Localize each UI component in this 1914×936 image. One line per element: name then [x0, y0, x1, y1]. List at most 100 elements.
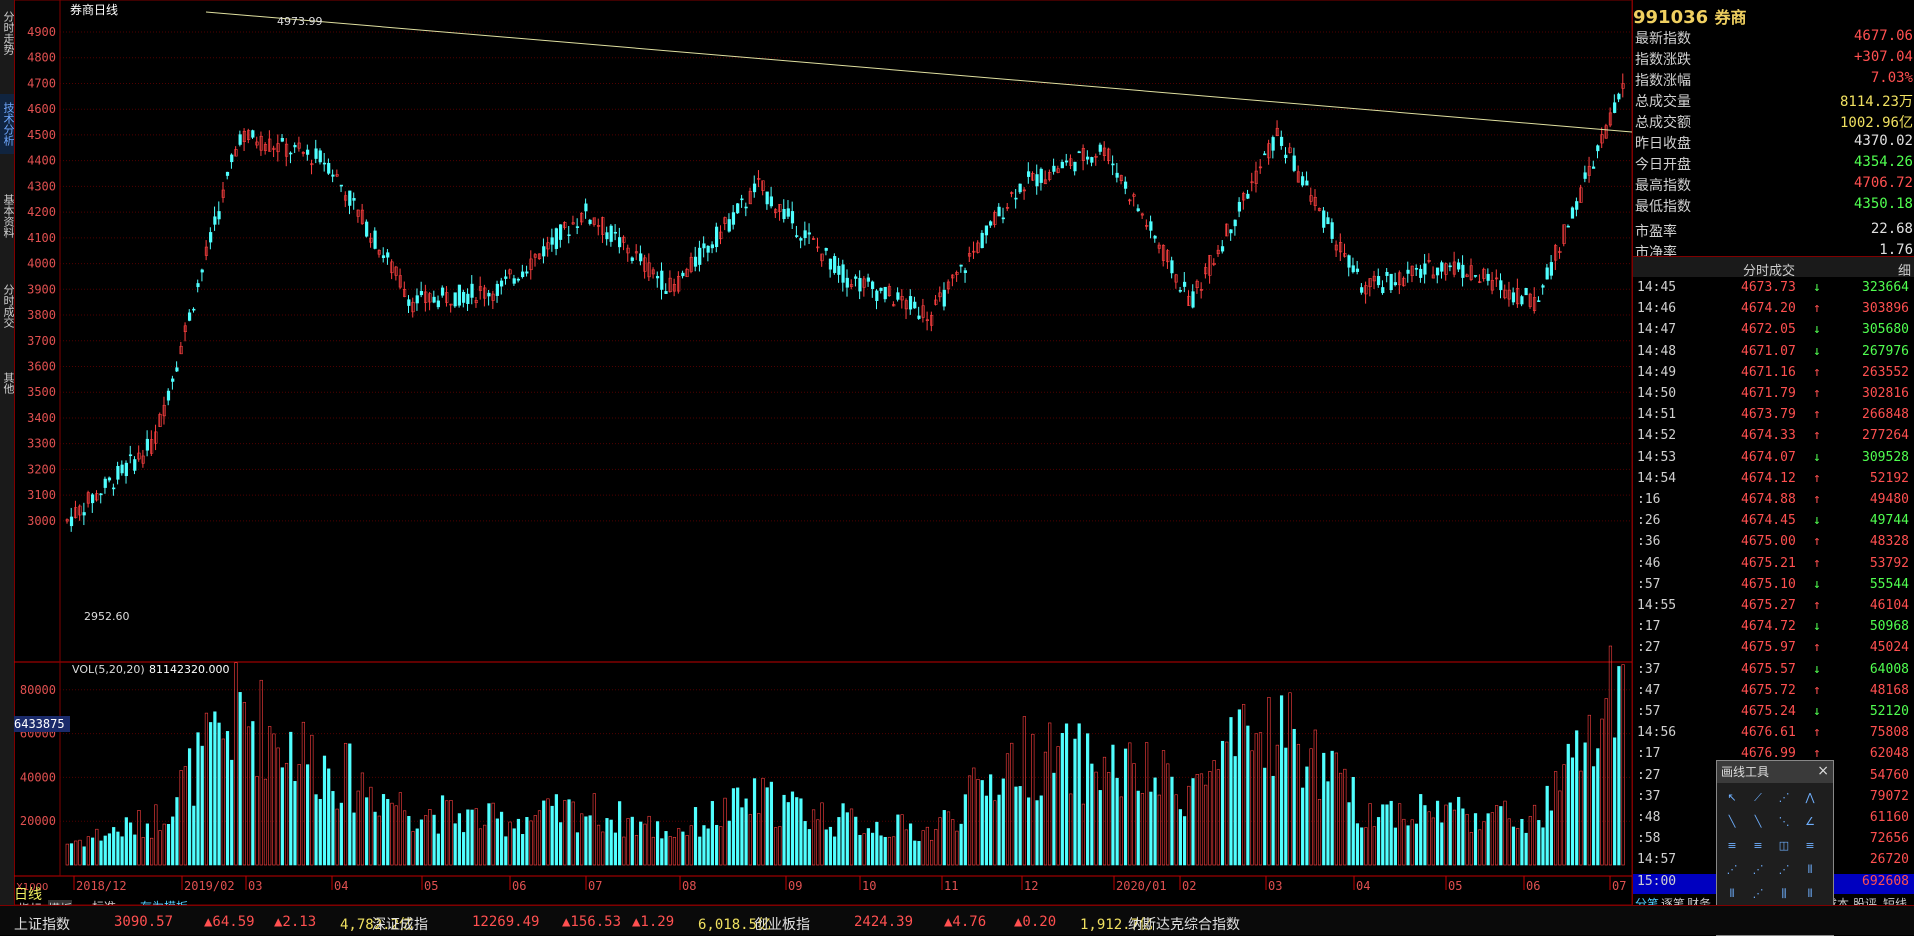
- drawing-tool-icon[interactable]: ↖: [1727, 791, 1737, 804]
- volume-bar: [137, 810, 141, 866]
- candle-body: [1031, 172, 1035, 181]
- candle-body: [807, 232, 811, 235]
- volume-bar: [1014, 786, 1018, 866]
- volume-bar: [575, 832, 580, 866]
- period-selector[interactable]: 日线: [14, 887, 42, 903]
- drawing-tool-icon[interactable]: ◫: [1778, 839, 1790, 852]
- candle-body: [537, 253, 542, 260]
- candle-body: [1431, 274, 1435, 279]
- drawing-tool-icon[interactable]: ⋰: [1752, 887, 1764, 900]
- candle-body: [930, 315, 934, 326]
- candle-body: [862, 278, 866, 288]
- candle-body: [133, 459, 137, 471]
- tab-technical-analysis[interactable]: 技术分析: [0, 94, 15, 154]
- volume-bar: [424, 815, 428, 866]
- candle-body: [816, 246, 820, 249]
- trend-line[interactable]: [205, 11, 1632, 133]
- drawing-tool-icon[interactable]: ⋀: [1805, 791, 1815, 804]
- drawing-tool-icon[interactable]: ⋰: [1752, 863, 1764, 876]
- drawing-tool-icon[interactable]: ≡: [1805, 839, 1815, 852]
- volume-bar: [1043, 751, 1048, 866]
- trade-volume: 61160: [1869, 810, 1909, 825]
- drawing-tool-icon[interactable]: ╲: [1728, 815, 1736, 828]
- candle-body: [1435, 267, 1440, 276]
- drawing-tool-icon[interactable]: ⟋: [1754, 791, 1762, 804]
- volume-bar: [1064, 723, 1069, 866]
- volume-bar: [428, 809, 432, 866]
- candle-body: [731, 212, 736, 225]
- x-tick-label: 04: [1356, 879, 1370, 893]
- volume-bar: [892, 836, 896, 866]
- volume-bar: [272, 733, 276, 866]
- volume-bar: [1178, 809, 1182, 866]
- drawing-tool-icon[interactable]: ⋰: [1778, 791, 1790, 804]
- drawing-tool-icon[interactable]: ⦀: [1807, 863, 1813, 876]
- candle-body: [1254, 170, 1258, 184]
- drawing-tool-icon[interactable]: ∠: [1805, 815, 1815, 828]
- volume-bar: [1102, 756, 1107, 866]
- volume-bar: [719, 826, 723, 866]
- ticker-percent: ▲1.29: [632, 914, 675, 930]
- candle-body: [866, 277, 870, 282]
- candle-body: [1537, 300, 1541, 302]
- volume-bar: [1246, 725, 1250, 866]
- candle-body: [1334, 244, 1338, 251]
- volume-bar: [542, 800, 546, 866]
- candle-body: [563, 222, 567, 228]
- volume-bar: [1258, 732, 1263, 866]
- candle-body: [487, 292, 491, 297]
- kline-chart[interactable]: 4900 4800 4700 4600 4500 4400 4300 4200 4100 4000…: [14, 0, 1632, 905]
- vol-indicator-value: 81142320.000: [149, 663, 229, 676]
- volume-bar: [1039, 795, 1043, 866]
- max-price-label: 4973.99: [277, 15, 323, 28]
- tab-other[interactable]: 其他: [2, 372, 15, 394]
- drawing-tool-icon[interactable]: ⫼: [1781, 887, 1787, 900]
- candle-body: [1541, 285, 1545, 288]
- trade-volume: 49480: [1869, 492, 1909, 507]
- trade-price: 4676.99: [1741, 746, 1796, 762]
- drawing-tool-icon[interactable]: ⦀: [1729, 887, 1735, 900]
- volume-bar: [862, 833, 866, 866]
- volume-bar: [744, 798, 748, 866]
- drawing-tool-icon[interactable]: ≡: [1727, 839, 1737, 852]
- quote-label: 总成交额: [1635, 115, 1691, 131]
- volume-bar: [124, 817, 128, 866]
- volume-bar: [1086, 733, 1090, 866]
- drawing-tool-icon[interactable]: ⋰: [1726, 863, 1738, 876]
- drawing-tool-icon[interactable]: ⦀: [1807, 887, 1813, 900]
- close-icon[interactable]: ×: [1817, 763, 1829, 779]
- trade-volume: 62048: [1869, 746, 1909, 762]
- volume-bar: [1364, 827, 1368, 866]
- candle-body: [892, 304, 896, 307]
- ticker-change: ▲4.76: [944, 914, 987, 930]
- volume-bar: [774, 827, 778, 866]
- drawing-tool-icon[interactable]: ╲: [1754, 815, 1762, 828]
- volume-bar: [1558, 790, 1562, 866]
- drawing-tool-icon[interactable]: ≡: [1753, 839, 1763, 852]
- trades-detail-button[interactable]: 细: [1897, 264, 1911, 279]
- volume-bar: [752, 778, 757, 866]
- drawing-tool-icon[interactable]: ⋰: [1778, 863, 1790, 876]
- trade-row: :48 61160: [1633, 810, 1914, 830]
- volume-bar: [550, 805, 554, 866]
- vol-tick-label: 80000: [20, 683, 56, 697]
- trade-volume: 266848: [1862, 407, 1909, 423]
- volume-bar: [314, 794, 318, 866]
- quote-row: 总成交量 8114.23万: [1633, 91, 1914, 112]
- volume-bar: [504, 836, 508, 866]
- trade-row: 14:51 4673.79 ↑ 266848: [1637, 407, 1909, 423]
- candle-body: [187, 312, 192, 321]
- volume-bar: [1604, 698, 1608, 866]
- x-tick-label: 2020/01: [1116, 879, 1167, 893]
- tab-trades[interactable]: 分时成交: [2, 284, 15, 328]
- ticker-name: 深证成指: [372, 917, 428, 933]
- tab-intraday[interactable]: 分时走势: [2, 11, 15, 55]
- drawing-tool-icon[interactable]: ⋱: [1778, 815, 1790, 828]
- volume-bar: [1225, 741, 1229, 866]
- volume-bar: [280, 767, 284, 866]
- volume-bar: [1448, 802, 1452, 866]
- drawing-tool-title: 画线工具: [1717, 761, 1833, 783]
- tab-fundamentals[interactable]: 基本资料: [2, 194, 15, 238]
- trade-time: :57: [1637, 704, 1661, 719]
- volume-bar: [521, 834, 525, 866]
